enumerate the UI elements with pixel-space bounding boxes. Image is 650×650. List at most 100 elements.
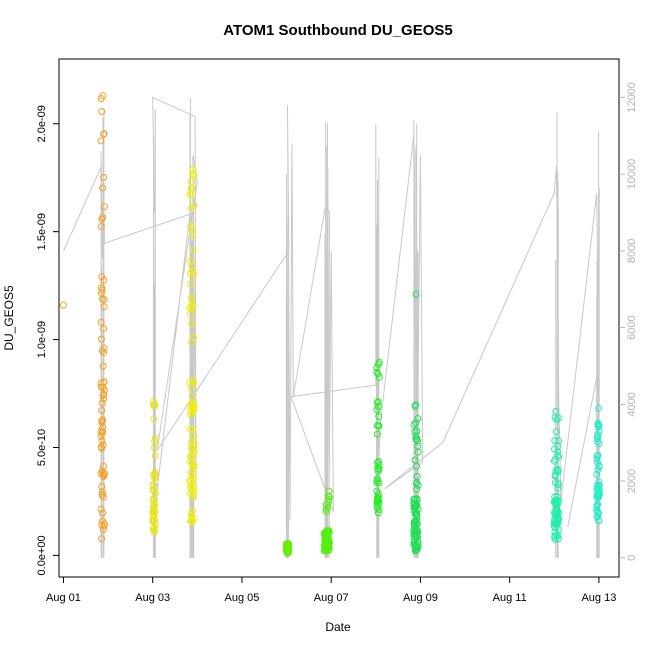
data-point (100, 462, 108, 470)
altitude-line (63, 96, 600, 528)
data-point (150, 444, 158, 452)
data-point (97, 443, 105, 451)
data-point (100, 349, 108, 357)
y2-tick-label: 4000 (626, 392, 638, 416)
data-point (150, 470, 157, 478)
data-point (151, 452, 159, 460)
data-point (189, 490, 197, 498)
data-point (413, 462, 420, 470)
y-tick-label: 2.0e-09 (36, 105, 48, 142)
data-point (98, 215, 106, 223)
data-point (593, 438, 601, 446)
data-point (325, 544, 333, 552)
data-point (187, 222, 195, 230)
data-point (594, 491, 602, 499)
data-point (594, 466, 602, 474)
data-point (593, 470, 601, 478)
altitude-profile-4 (324, 121, 330, 558)
data-point (373, 422, 381, 429)
data-point (150, 398, 157, 405)
data-point (552, 524, 560, 531)
data-point (555, 497, 562, 505)
data-point (551, 519, 559, 526)
x-axis: Aug 01 Aug 03 Aug 05 Aug 07 Aug 09 Aug 11 Aug … (46, 577, 616, 604)
data-point (187, 453, 194, 461)
y2-tick-label: 0 (626, 555, 638, 561)
data-point (374, 490, 382, 498)
data-point (375, 465, 383, 473)
data-point-outlier (412, 290, 420, 298)
data-point (188, 262, 196, 270)
altitude-profile-3 (285, 174, 290, 558)
data-point (594, 459, 602, 467)
data-point (151, 473, 159, 480)
data-point (99, 509, 107, 517)
data-point (553, 416, 561, 424)
data-point (190, 448, 198, 455)
data-point (188, 296, 196, 304)
data-point (595, 478, 603, 486)
data-point (186, 257, 194, 265)
data-point (593, 485, 601, 493)
data-point (554, 510, 562, 518)
data-point (150, 415, 158, 423)
data-point (149, 495, 157, 503)
y-axis-right: 0 2000 4000 6000 8000 10000 12000 (619, 82, 638, 561)
data-point (150, 527, 158, 535)
data-point (100, 395, 108, 403)
data-point (552, 408, 560, 415)
data-point (187, 384, 195, 392)
y2-tick-label: 8000 (626, 239, 638, 263)
data-point (186, 478, 194, 486)
data-point (99, 213, 107, 221)
data-point (190, 433, 198, 441)
data-point (410, 505, 418, 513)
x-tick-label: Aug 09 (403, 592, 438, 604)
data-point (188, 494, 196, 502)
data-point (375, 373, 383, 381)
data-point (412, 518, 420, 526)
data-point (595, 510, 602, 518)
data-point (100, 325, 108, 333)
data-point (98, 535, 106, 543)
data-point-outlier (60, 301, 67, 309)
x-tick-label: Aug 13 (581, 592, 616, 604)
data-point (186, 191, 194, 199)
data-point (374, 370, 382, 378)
data-point (410, 421, 418, 428)
data-points-layer (60, 92, 603, 557)
data-point (189, 166, 197, 174)
data-point (412, 419, 420, 427)
data-point (189, 303, 197, 311)
data-point (151, 434, 159, 442)
data-point (97, 223, 105, 230)
data-point (411, 402, 419, 410)
data-point (553, 492, 561, 500)
x-tick-label: Aug 03 (135, 592, 170, 604)
y-tick-label: 0.0e+00 (36, 535, 48, 575)
data-point (552, 520, 560, 528)
data-point (189, 247, 197, 254)
data-point (595, 462, 603, 470)
data-point (551, 534, 559, 541)
data-point (322, 505, 330, 513)
data-point (99, 493, 107, 501)
data-point (187, 407, 195, 415)
data-point (189, 425, 196, 433)
data-point (413, 495, 421, 503)
data-point (186, 458, 194, 466)
data-point (99, 416, 107, 424)
data-point (373, 477, 381, 484)
data-point (98, 429, 106, 437)
data-point (100, 296, 108, 304)
data-point (324, 493, 332, 500)
data-point (412, 432, 420, 440)
x-tick-label: Aug 11 (493, 592, 527, 604)
y-tick-label: 1.5e-09 (36, 213, 48, 250)
data-point (186, 304, 194, 312)
data-point (595, 517, 603, 525)
x-axis-label: Date (325, 620, 351, 634)
data-point (97, 432, 105, 440)
data-point (190, 399, 198, 407)
data-point (373, 502, 381, 510)
